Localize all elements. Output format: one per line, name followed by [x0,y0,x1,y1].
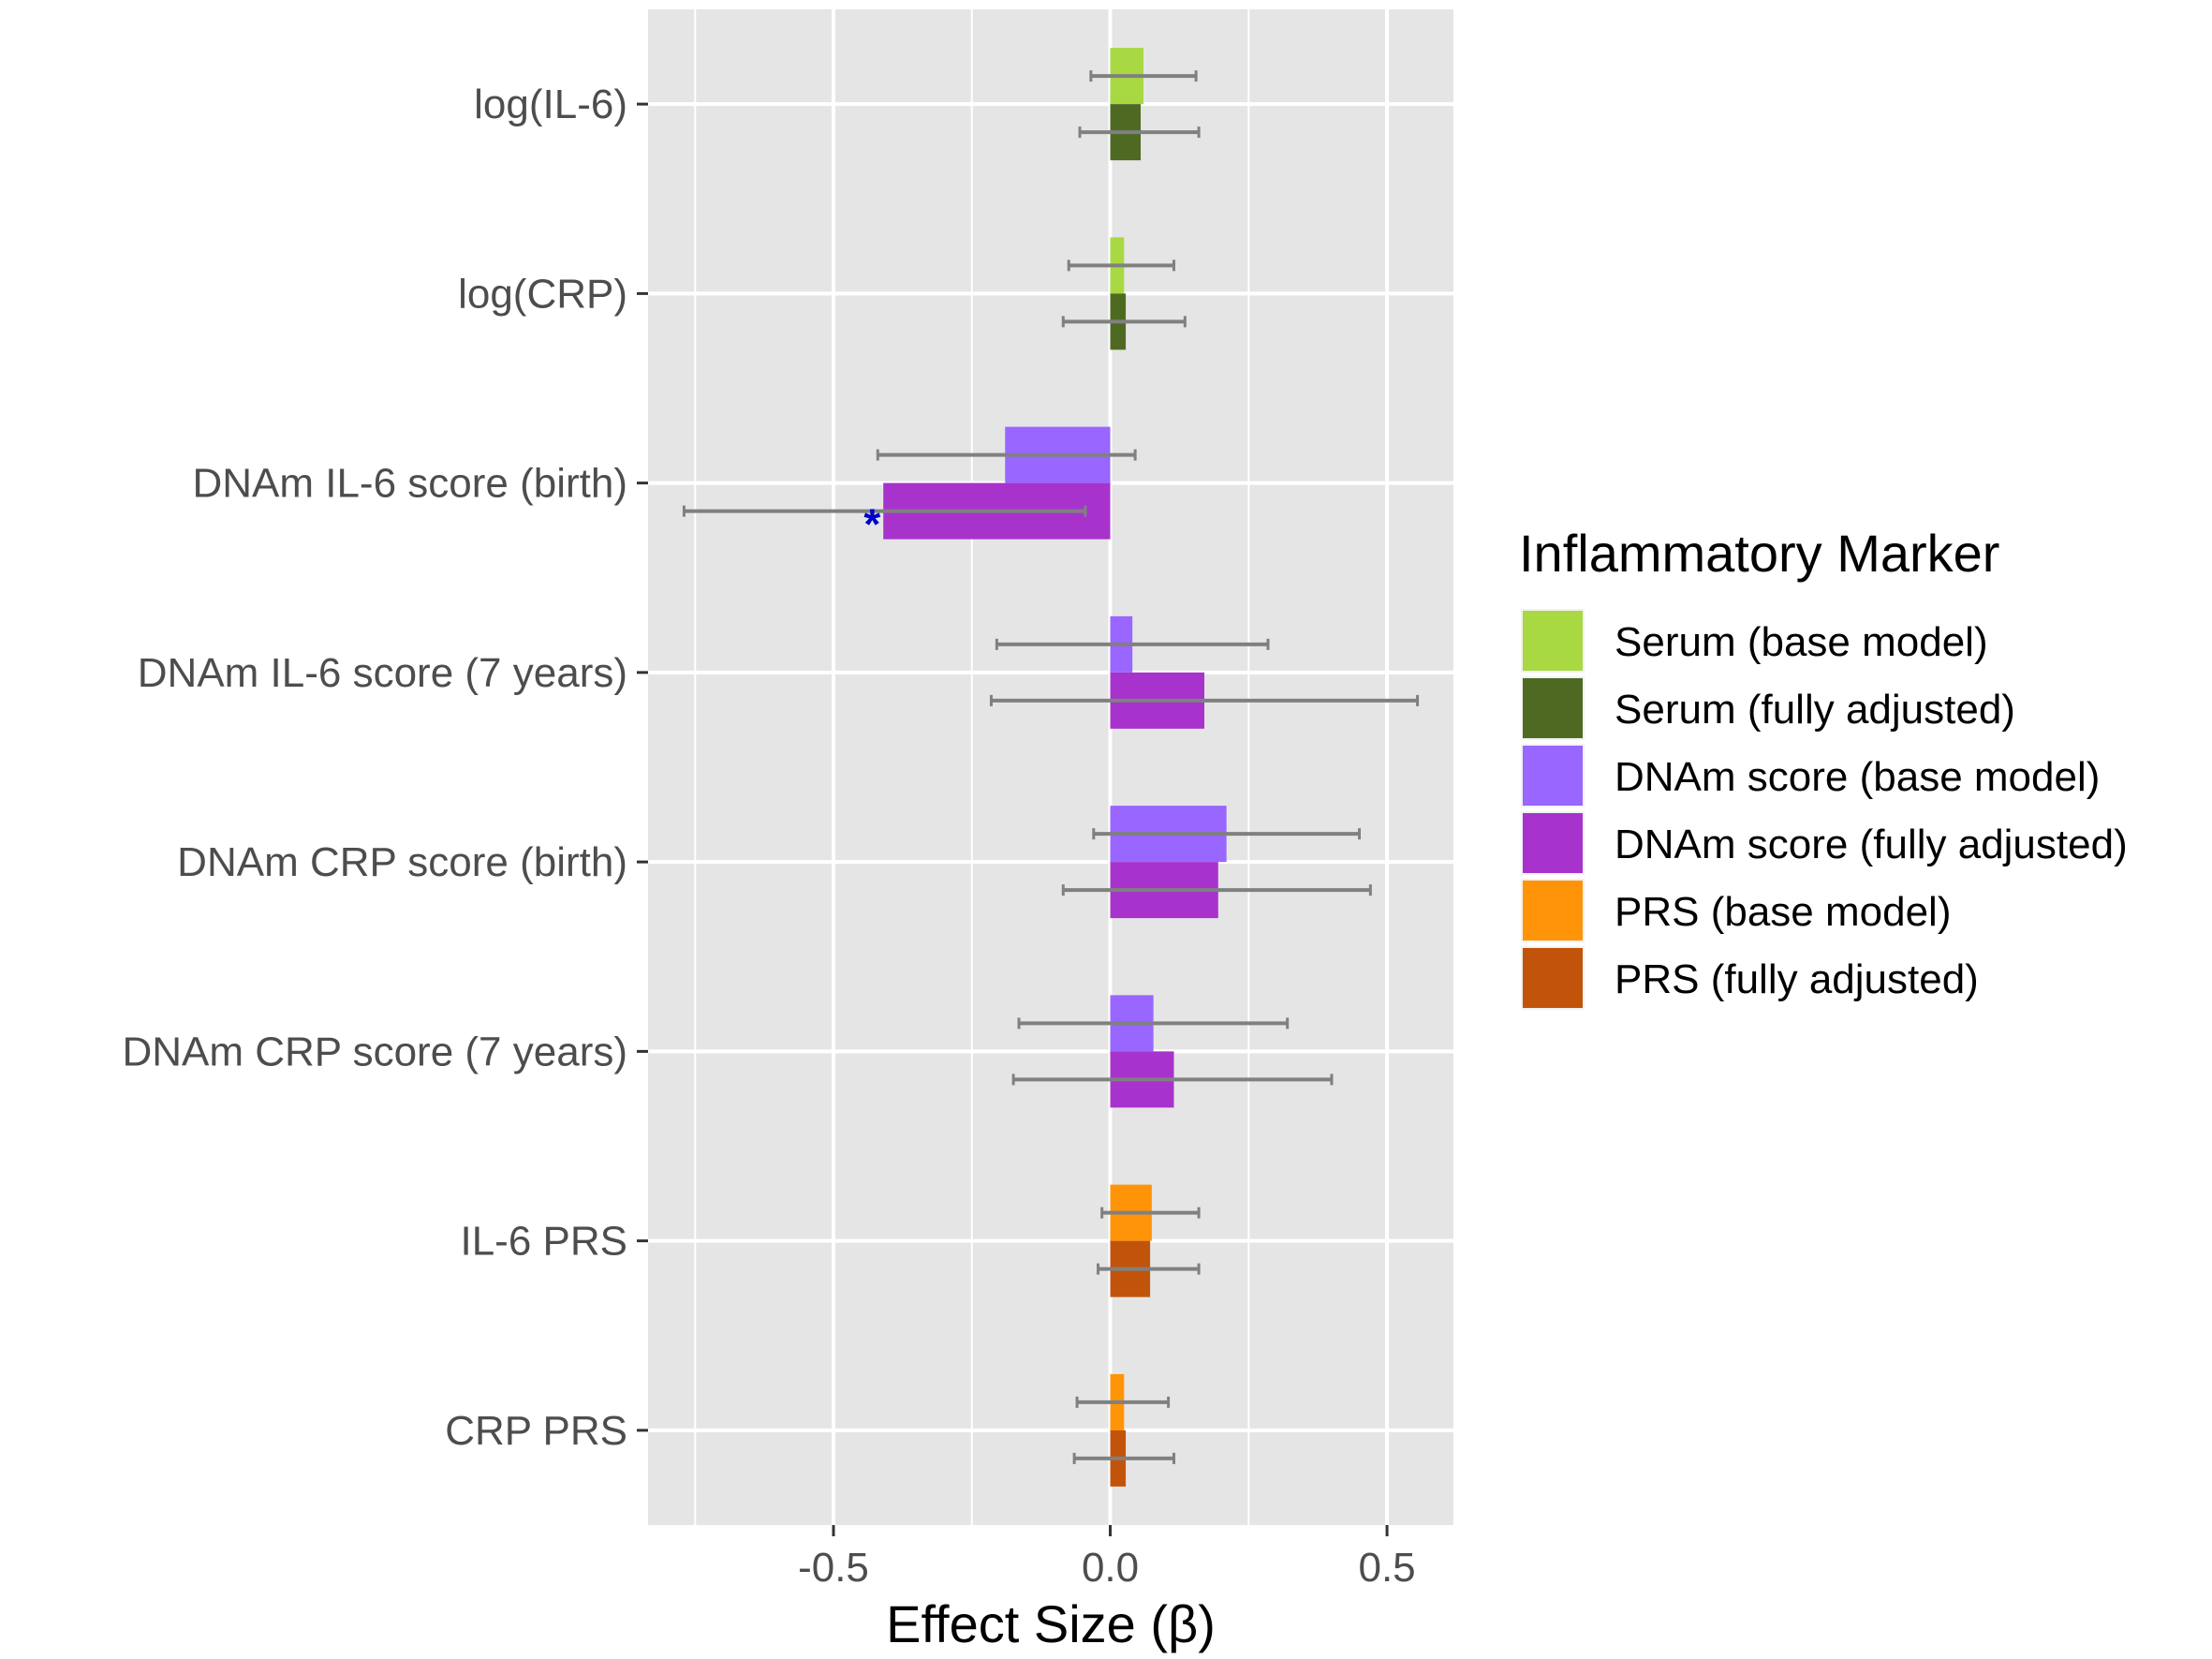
x-tick-label: 0.5 [1358,1545,1415,1591]
legend-label: DNAm score (base model) [1615,754,2100,800]
legend-label: Serum (base model) [1615,619,1988,665]
error-bar [1089,70,1198,82]
legend-label: PRS (fully adjusted) [1615,956,1979,1002]
legend-title: Inflammatory Marker [1519,524,1999,583]
grid-lines [648,9,1453,1525]
legend-swatch [1523,948,1583,1008]
error-bar [1078,126,1201,139]
y-tick-label: IL-6 PRS [460,1219,627,1265]
y-tick-label: log(IL-6) [474,81,627,127]
error-bar [1067,259,1176,272]
legend-item: DNAm score (fully adjusted) [1521,811,2128,875]
legend-item: PRS (fully adjusted) [1521,946,1979,1010]
legend-swatch [1523,678,1583,738]
legend-swatch [1523,813,1583,873]
legend-swatch [1523,881,1583,941]
error-bar [989,694,1420,706]
legend-swatch [1523,746,1583,806]
x-tick-label: -0.5 [798,1545,869,1591]
y-tick-label: log(CRP) [458,271,627,317]
y-tick-label: DNAm CRP score (7 years) [122,1029,627,1074]
error-bar [1061,316,1187,328]
error-bar [1072,1452,1176,1464]
y-tick-label: DNAm IL-6 score (birth) [192,461,627,507]
y-axis: log(IL-6) log(CRP) DNAm IL-6 score (birth)… [122,81,648,1454]
y-tick-label: DNAm IL-6 score (7 years) [138,650,627,696]
x-axis-title: Effect Size (β) [886,1594,1216,1653]
error-bar [1100,1207,1201,1219]
error-bar [995,638,1270,650]
error-bar [1092,828,1362,840]
legend: Inflammatory Marker Serum (base model) Se… [1519,524,2128,1010]
error-bar [1061,884,1372,896]
annotations: * [863,500,880,549]
y-tick-label: CRP PRS [445,1408,627,1454]
x-axis: -0.5 0.0 0.5 [798,1525,1416,1591]
legend-item: DNAm score (base model) [1521,744,2100,807]
legend-swatch [1523,611,1583,671]
legend-item: PRS (base model) [1521,879,1951,942]
legend-item: Serum (fully adjusted) [1521,676,2015,740]
legend-label: PRS (base model) [1615,889,1951,935]
legend-label: DNAm score (fully adjusted) [1615,822,2128,867]
error-bar [682,505,1087,517]
error-bar [1017,1017,1290,1029]
panel-background [648,9,1453,1525]
x-tick-label: 0.0 [1082,1545,1139,1591]
error-bar [1075,1396,1171,1408]
error-bar [1011,1074,1334,1086]
error-bar [876,449,1137,461]
error-bar [1097,1263,1201,1275]
legend-label: Serum (fully adjusted) [1615,687,2015,733]
y-tick-label: DNAm CRP score (birth) [177,839,627,885]
significance-asterisk: * [863,500,880,549]
legend-item: Serum (base model) [1521,609,1988,673]
error-bars [682,70,1420,1464]
